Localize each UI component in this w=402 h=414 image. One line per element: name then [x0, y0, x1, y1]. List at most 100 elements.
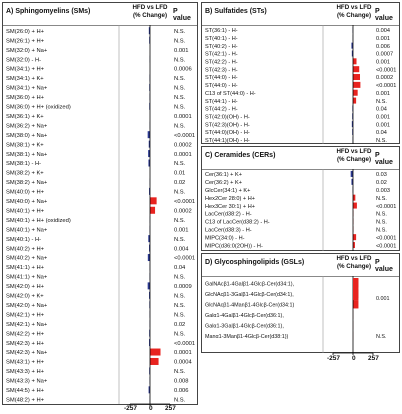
category-label: Galα1-3Galβ1-4Glcβ-Cer(d36:1),: [205, 323, 284, 329]
bar: [148, 235, 150, 243]
bar: [150, 357, 159, 365]
category-label: GlcCer(34:1) + K+: [205, 188, 250, 194]
category-label: ST(42:3) - H-: [205, 67, 238, 73]
p-value: 0.02: [174, 180, 185, 186]
p-value: 0.0009: [174, 284, 192, 290]
category-label: SM(34:1) + Na+: [6, 86, 48, 92]
p-value: 0.003: [376, 188, 390, 194]
bar: [149, 339, 150, 347]
bar: [350, 170, 353, 177]
category-label: SM(40:0) + Na+: [6, 199, 48, 205]
bar: [351, 50, 353, 57]
p-value: N.S.: [174, 123, 186, 129]
bar: [351, 178, 353, 185]
bar: [148, 140, 150, 148]
bar: [150, 348, 161, 356]
p-value: N.S.: [174, 303, 186, 309]
category-label: ST(40:2) - H-: [205, 44, 238, 50]
p-value: N.S.: [174, 294, 186, 300]
panel-a-ratio-header: HFD vs LFD (% Change): [132, 4, 168, 19]
p-value: N.S.: [174, 38, 186, 44]
category-label: SM(36:2) + Na+: [6, 123, 48, 129]
category-label: GlcNAcβ1-4Manβ1-4Glcβ-Cer(d34:1): [205, 302, 294, 308]
category-label: SM(43:1) + H+: [6, 360, 45, 366]
category-label: ST(42:2) - H-: [205, 60, 238, 66]
bar: [353, 81, 361, 88]
p-value: 0.0001: [174, 152, 192, 158]
category-label: LacCer(d38:3) - H-: [205, 227, 252, 233]
p-value: <0.0001: [376, 83, 396, 89]
category-label: SM(42:0) + H+: [6, 284, 45, 290]
panel-d-header: D) Glycosphingolipids (GSLs) HFD vs LFD(…: [202, 254, 399, 277]
panel-d-tick-mid: 0: [352, 355, 356, 362]
category-label: SM(42:3) + H+: [6, 341, 45, 347]
bar: [150, 197, 157, 205]
bar: [149, 291, 150, 299]
category-label: SM(42:3) + Na+: [6, 350, 48, 356]
category-label: SM(43:3) + Na+: [6, 379, 48, 385]
p-value: N.S.: [174, 369, 186, 375]
panel-d-tick-left: -257: [327, 355, 341, 362]
p-value: N.S.: [174, 190, 186, 196]
category-label: ST(36:1) - H-: [205, 28, 238, 34]
bar: [148, 386, 150, 394]
p-value: 0.03: [376, 172, 387, 178]
p-value: 0.001: [376, 122, 390, 128]
category-label: SM(38:2) + Na+: [6, 180, 48, 186]
panel-d-tick-right: 257: [368, 355, 379, 362]
category-label: SM(42:1) + Na+: [6, 322, 48, 328]
category-label: ST(42:3)(OH) - H-: [205, 122, 250, 128]
p-value: 0.004: [174, 246, 189, 252]
p-value: 0.004: [376, 28, 390, 34]
panel-a-tick-left: -257: [124, 405, 138, 412]
p-value: N.S.: [174, 237, 186, 243]
p-value: N.S.: [174, 312, 186, 318]
category-label: ST(44:0) - H-: [205, 83, 238, 89]
panel-ceramides: C) Ceramides (CERs) HFD vs LFD (% Change)…: [201, 146, 400, 251]
p-value: N.S.: [174, 218, 186, 224]
bar: [353, 278, 359, 300]
p-value: 0.001: [174, 227, 189, 233]
category-label: SM(41:1) + H+: [6, 265, 45, 271]
panel-c-title: C) Ceramides (CERs): [205, 152, 276, 159]
category-label: Manα1-3Manβ1-4Glcβ-Cer(d38:1)): [205, 334, 289, 340]
category-label: SM(48:2) + H+: [6, 397, 45, 403]
p-value: 0.0001: [174, 114, 192, 120]
category-label: SM(26:1) + H+: [6, 38, 45, 44]
category-label: Cer(36:1) + K+: [205, 172, 242, 178]
p-value: N.S.: [376, 99, 387, 105]
category-label: SM(36:0) + H+: [6, 95, 45, 101]
category-label: SM(41:1) + Na+: [6, 275, 48, 281]
p-value: 0.008: [174, 379, 189, 385]
category-label: Hex2Cer 28:0) + H+: [205, 196, 255, 202]
p-value: N.S.: [174, 161, 186, 167]
category-label: SM(38:0) + Na+: [6, 133, 48, 139]
p-value: 0.02: [174, 322, 185, 328]
category-label: SM(32:0) + Na+: [6, 48, 48, 54]
category-label: SM(38:2) + K+: [6, 171, 44, 177]
category-label: Galα1-4Galβ1-4Glcβ-Cer(d36:1),: [205, 313, 284, 319]
panel-a-tick-right: 257: [165, 405, 176, 412]
bar: [353, 97, 357, 104]
bar: [148, 150, 150, 158]
panel-b-header: B) Sulfatides (STs) HFD vs LFD (% Change)…: [202, 3, 399, 26]
p-value: 0.04: [376, 107, 387, 113]
p-value: <0.0001: [174, 341, 195, 347]
category-label: MIPC(34:0) - H-: [205, 235, 245, 241]
bar: [353, 202, 357, 209]
panel-sulfatides: B) Sulfatides (STs) HFD vs LFD (% Change)…: [201, 2, 400, 144]
category-label: Cer(36:2) + K+: [205, 180, 242, 186]
category-label: SM(34:1) + H+: [6, 67, 45, 73]
panel-d-ratio-header: HFD vs LFD (% Change): [336, 255, 372, 270]
p-value: 0.01: [174, 171, 185, 177]
p-value: 0.0001: [174, 350, 192, 356]
p-value: <0.0001: [376, 235, 396, 241]
p-value: 0.02: [376, 180, 387, 186]
bar: [147, 282, 150, 290]
p-value: 0.001: [376, 114, 390, 120]
panel-c-ratio-header: HFD vs LFD (% Change): [336, 148, 372, 163]
p-value: 0.001: [376, 91, 390, 97]
p-value: 0.0002: [174, 142, 192, 148]
panel-c-chart: Cer(36:1) + K+ 0.03 Cer(36:2) + K+ 0.02 GlcC…: [205, 169, 396, 251]
p-value: 0.001: [376, 296, 390, 302]
